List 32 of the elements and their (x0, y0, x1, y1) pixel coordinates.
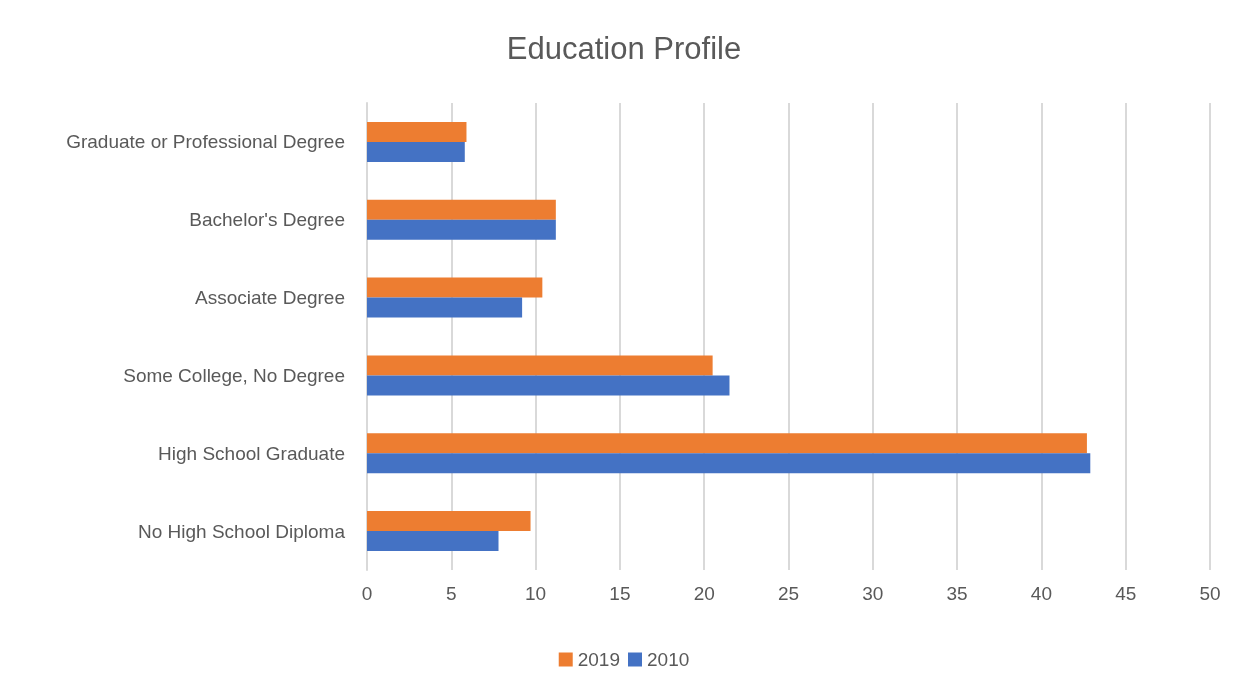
bar (367, 141, 465, 162)
y-tick-label: Bachelor's Degree (189, 209, 345, 231)
bar (367, 355, 713, 376)
x-tick-label: 45 (1115, 583, 1137, 604)
x-tick-label: 50 (1199, 583, 1221, 604)
bar (367, 453, 1091, 474)
x-tick-label: 10 (525, 583, 547, 604)
x-tick-label: 35 (946, 583, 968, 604)
x-tick-label: 0 (361, 583, 373, 604)
y-tick-label: High School Graduate (158, 442, 345, 464)
x-tick-label: 20 (693, 583, 715, 604)
bar (367, 375, 730, 396)
y-tick-label: Graduate or Professional Degree (66, 131, 345, 153)
bar (367, 199, 556, 220)
bar (367, 297, 523, 318)
bar (367, 531, 499, 552)
bar (367, 121, 467, 142)
bar (367, 277, 543, 298)
x-tick-label: 25 (777, 583, 800, 604)
y-tick-label: Some College, No Degree (123, 364, 345, 386)
x-tick-label: 15 (609, 583, 631, 604)
y-tick-label: Associate Degree (195, 287, 345, 309)
bar (367, 219, 556, 240)
bar (367, 433, 1087, 454)
y-tick-label: No High School Diploma (138, 520, 346, 542)
x-tick-label: 40 (1030, 583, 1052, 604)
legend-label: 2019 (577, 649, 621, 670)
legend-label: 2010 (647, 649, 690, 670)
chart-title: Education Profile (506, 31, 742, 66)
bar (367, 511, 531, 532)
x-tick-label: 30 (862, 583, 884, 604)
x-tick-label: 5 (446, 583, 457, 604)
